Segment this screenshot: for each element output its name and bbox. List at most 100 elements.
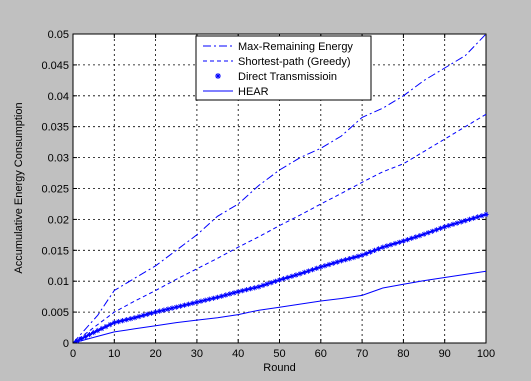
series-point <box>338 258 345 264</box>
series-point <box>433 227 439 233</box>
series-point <box>86 332 93 338</box>
legend-label: Direct Transmissioin <box>238 71 337 83</box>
series-point <box>458 219 464 225</box>
y-tick-label: 0.015 <box>41 245 69 257</box>
series-point <box>248 286 254 292</box>
series-line <box>72 113 487 344</box>
series-point <box>173 304 179 310</box>
series-point <box>301 269 307 275</box>
series-point <box>314 265 320 271</box>
x-tick-label: 90 <box>439 348 451 360</box>
series-point <box>289 273 295 279</box>
series-point <box>186 301 192 307</box>
series-point <box>392 240 398 247</box>
series-point <box>231 290 237 296</box>
legend-box <box>195 35 372 101</box>
series-point <box>409 235 415 241</box>
series-point <box>219 293 225 299</box>
series-point <box>293 272 299 278</box>
legend-item: Shortest-path (Greedy) <box>203 56 351 68</box>
x-tick-label: 30 <box>191 348 203 360</box>
series-point <box>363 251 369 257</box>
x-tick-label: 50 <box>273 348 285 360</box>
series-point <box>417 233 423 239</box>
series-point <box>400 238 406 244</box>
series-point <box>252 285 258 291</box>
series-point <box>128 316 134 322</box>
legend: Max-Remaining Energy Shortest-path (Greed… <box>195 35 372 101</box>
series-point <box>78 336 84 342</box>
series-point <box>140 312 146 318</box>
series-point <box>82 334 88 340</box>
series-point <box>136 313 142 320</box>
series-point <box>95 327 101 334</box>
y-tick-label: 0 <box>63 338 69 350</box>
series-point <box>99 325 105 332</box>
x-axis-ticks: 0 10 20 30 40 50 60 70 80 90 100 <box>70 34 495 360</box>
series-point <box>359 252 365 258</box>
legend-item: HEAR <box>203 86 269 98</box>
series-point <box>380 244 386 250</box>
series-point <box>256 284 262 290</box>
legend-item: Direct Transmissioin <box>215 71 337 83</box>
series-point <box>198 298 204 304</box>
y-tick-label: 0.03 <box>48 153 69 165</box>
y-tick-label: 0.025 <box>41 184 69 196</box>
series-point <box>442 224 448 230</box>
x-tick-label: 80 <box>397 348 409 360</box>
y-tick-label: 0.04 <box>48 91 69 103</box>
series-point <box>144 311 150 317</box>
y-tick-label: 0.01 <box>48 276 69 288</box>
x-tick-label: 70 <box>356 348 368 360</box>
series-point <box>421 231 427 237</box>
series-point <box>347 256 353 262</box>
series-point <box>446 223 452 229</box>
x-axis-label: Round <box>263 362 295 374</box>
legend-marker <box>215 73 221 79</box>
series-point <box>462 218 468 224</box>
series-point <box>194 299 200 305</box>
series-point <box>429 228 435 234</box>
series-point <box>367 249 373 255</box>
series-point <box>181 302 188 308</box>
series-point <box>413 234 419 240</box>
series-point <box>276 277 283 283</box>
series-point <box>305 268 311 274</box>
series-point <box>438 225 444 231</box>
x-tick-label: 0 <box>70 348 76 360</box>
series-point <box>74 338 80 344</box>
series-point <box>111 320 117 326</box>
series-point <box>227 291 233 297</box>
series-point <box>285 274 291 281</box>
series-point <box>243 287 250 293</box>
series-point <box>268 280 274 286</box>
series-line <box>72 33 487 344</box>
series-point <box>157 308 163 314</box>
series-point <box>371 247 378 253</box>
series-point <box>309 267 316 273</box>
series-point <box>450 221 456 227</box>
series-point <box>475 214 481 220</box>
series-point <box>190 300 196 306</box>
series-point <box>318 264 324 270</box>
series-point <box>91 329 97 336</box>
series-point <box>206 296 212 302</box>
series-point <box>376 246 382 252</box>
series-point <box>132 315 138 321</box>
series-3 <box>72 270 487 344</box>
legend-label: HEAR <box>238 86 269 98</box>
series-point <box>214 294 221 300</box>
series-point <box>471 215 477 221</box>
series-point <box>479 213 485 219</box>
y-tick-label: 0.02 <box>48 214 69 226</box>
series-point <box>107 322 113 328</box>
y-tick-label: 0.035 <box>41 122 69 134</box>
series-point <box>330 260 336 266</box>
series-point <box>483 211 489 218</box>
series-point <box>466 216 473 222</box>
series-point <box>177 303 183 309</box>
series-point <box>326 261 332 268</box>
series-point <box>343 257 349 263</box>
